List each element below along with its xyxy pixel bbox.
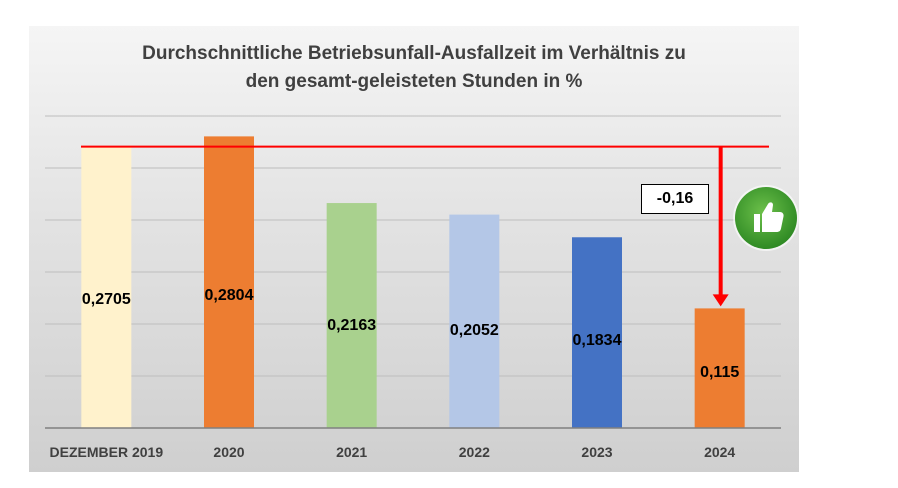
difference-annotation: -0,16 xyxy=(641,184,709,214)
x-tick-label-0: DEZEMBER 2019 xyxy=(49,444,164,460)
x-tick-label-1: 2020 xyxy=(213,444,245,460)
chart-title-line-2: den gesamt-geleisteten Stunden in % xyxy=(245,71,583,92)
chart-panel: Durchschnittliche Betriebsunfall-Ausfall… xyxy=(29,26,799,472)
data-label-1: 0,2804 xyxy=(204,286,254,304)
thumbs-up-icon xyxy=(733,185,799,251)
bar-4 xyxy=(572,237,622,428)
bar-3 xyxy=(449,214,500,428)
chart-title-line-1: Durchschnittliche Betriebsunfall-Ausfall… xyxy=(142,43,686,64)
bar-1 xyxy=(204,136,254,428)
data-label-3: 0,2052 xyxy=(449,321,499,339)
data-label-0: 0,2705 xyxy=(81,291,131,309)
x-tick-label-4: 2023 xyxy=(581,444,613,460)
x-tick-label-3: 2022 xyxy=(458,444,490,460)
difference-arrow-head xyxy=(712,294,729,307)
data-label-5: 0,115 xyxy=(700,364,740,382)
bar-5 xyxy=(694,308,745,428)
bar-0 xyxy=(81,146,132,428)
x-tick-label-5: 2024 xyxy=(704,444,736,460)
bar-2 xyxy=(326,203,377,428)
chart-plot xyxy=(45,115,781,429)
data-label-4: 0,1834 xyxy=(572,332,622,350)
data-label-2: 0,2163 xyxy=(327,316,377,334)
x-tick-label-2: 2021 xyxy=(336,444,368,460)
